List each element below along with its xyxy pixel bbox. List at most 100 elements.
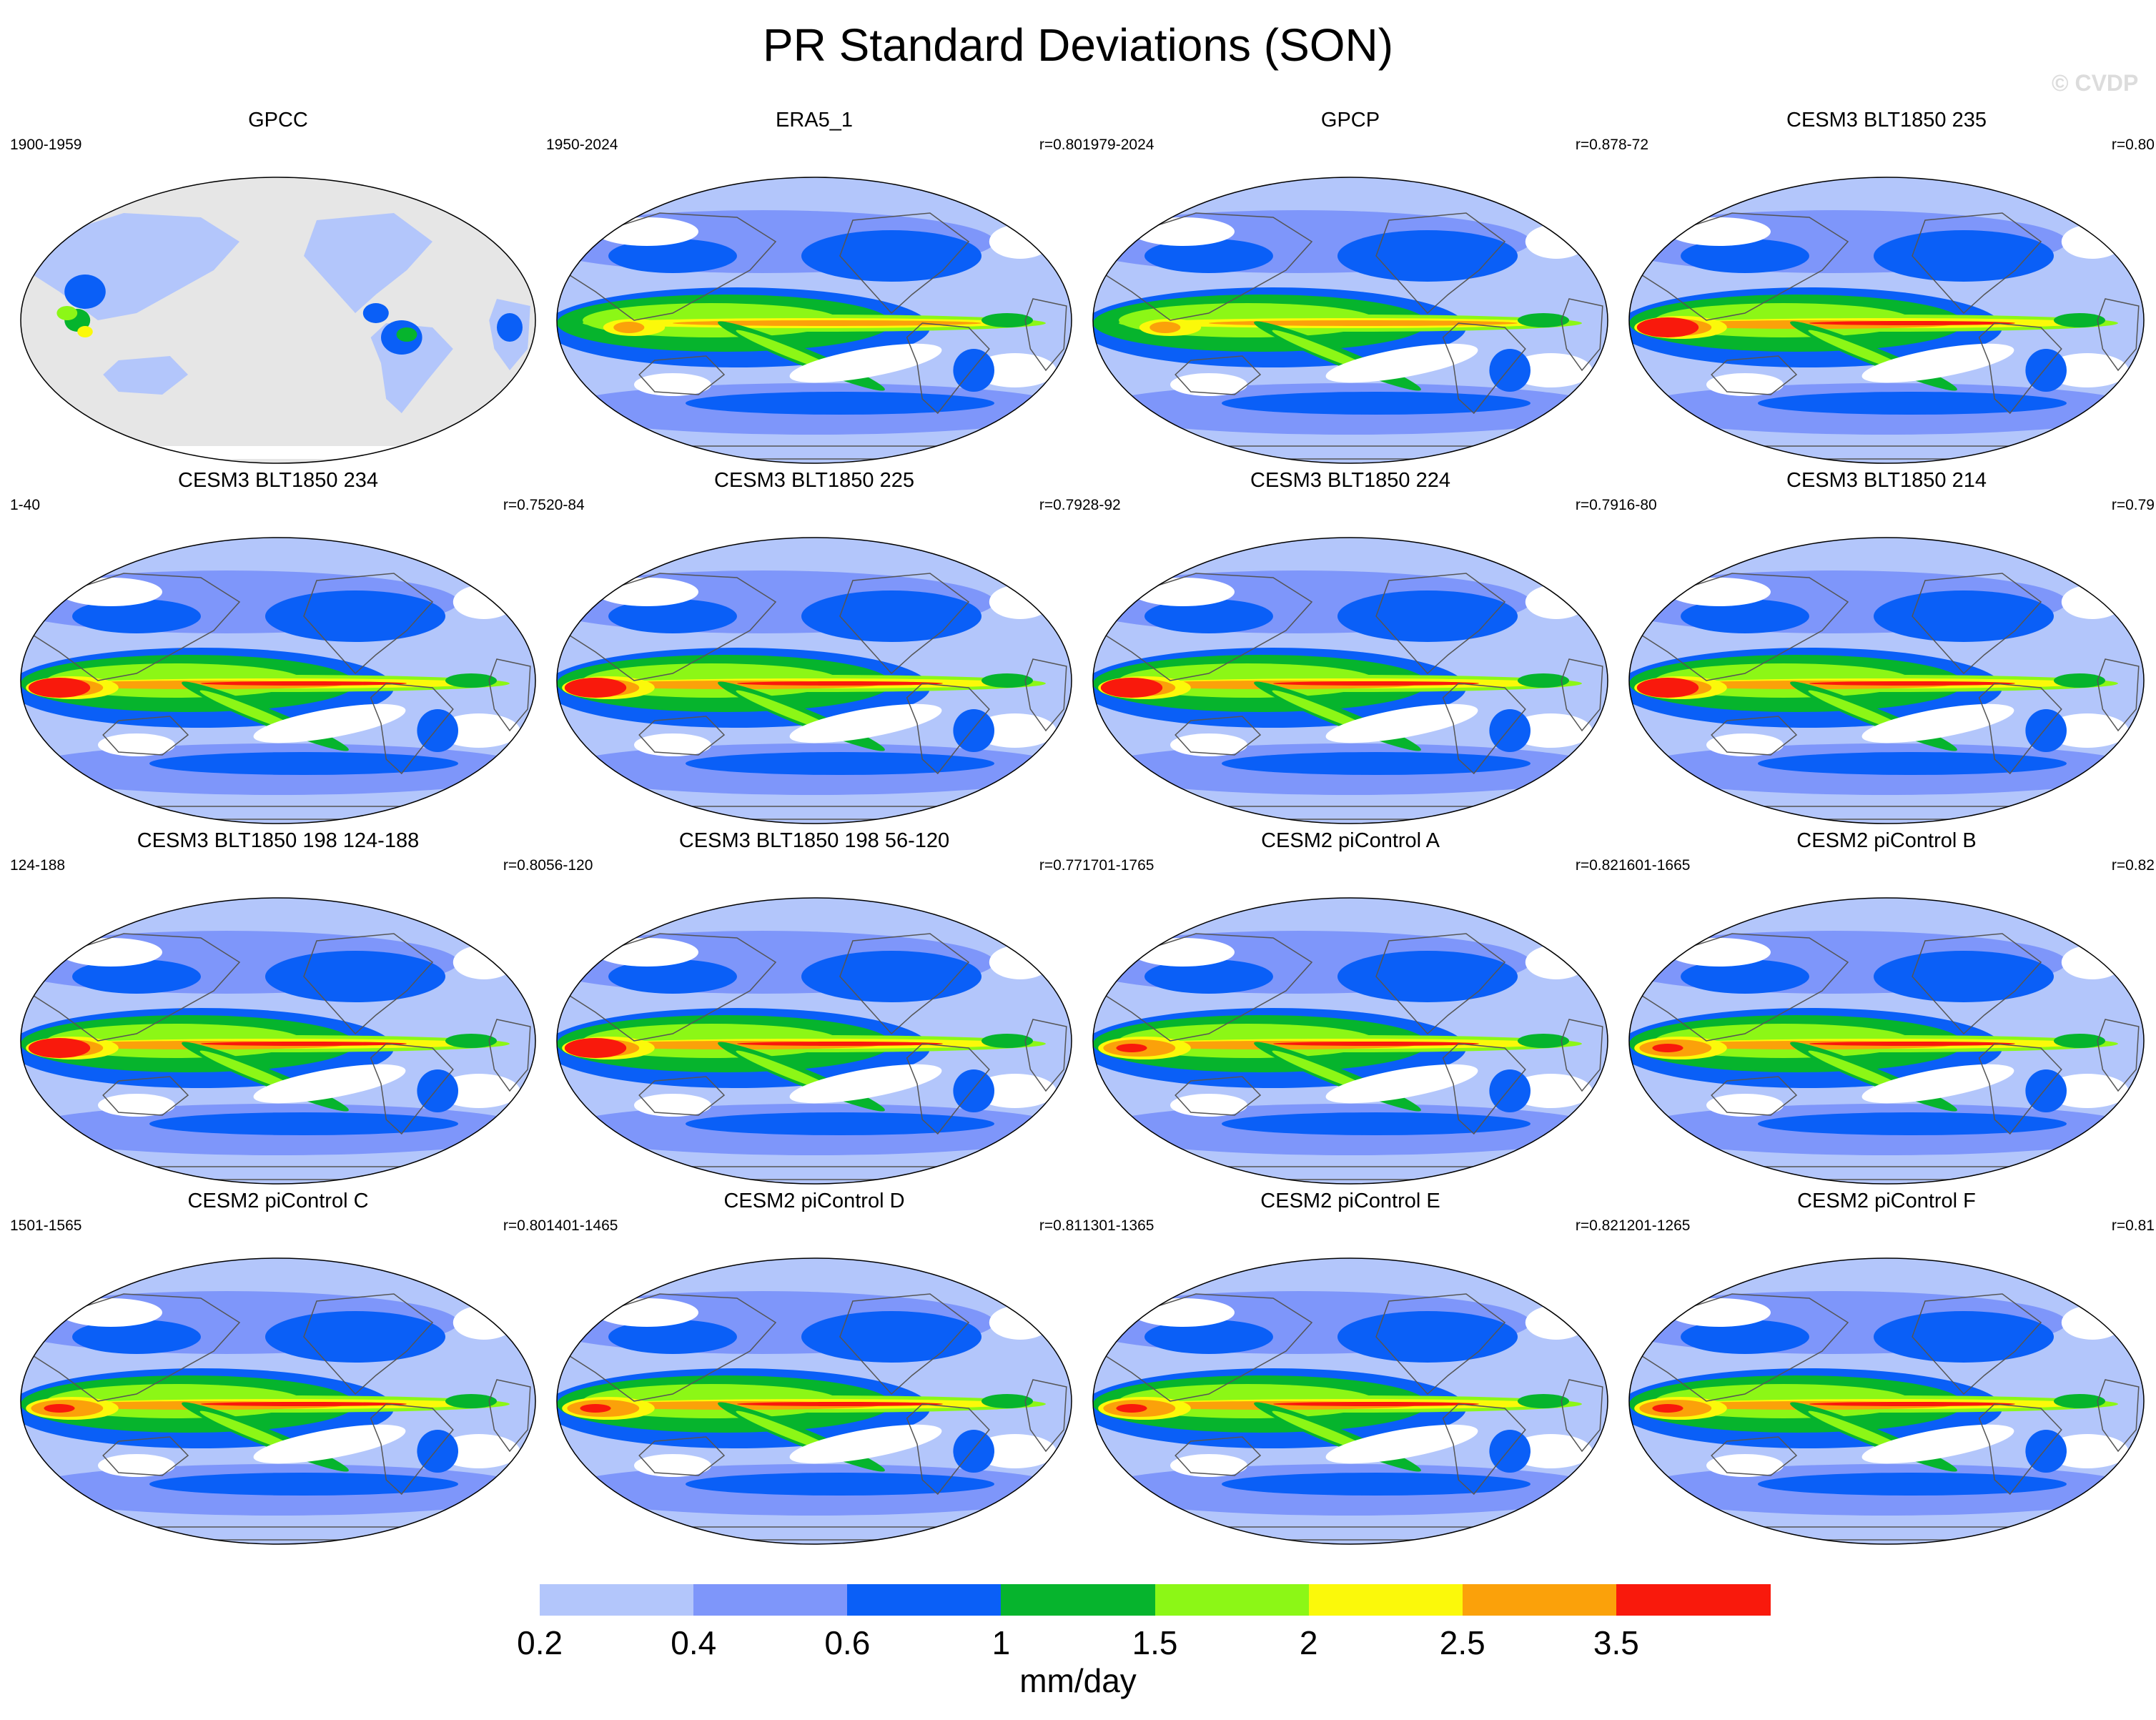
panel-title: CESM3 BLT1850 225	[714, 469, 914, 492]
panel-title: ERA5_1	[775, 109, 853, 132]
precip-std-map	[1092, 1257, 1608, 1545]
map-panel: CESM2 piControl C 1501-1565 r=0.80	[10, 1188, 546, 1546]
colorbar-tick-label: 3.5	[1593, 1624, 1639, 1661]
precip-std-map	[556, 537, 1072, 824]
precip-std-map	[20, 537, 536, 824]
panel-years: 1-40	[10, 497, 41, 513]
colorbar-tick-label: 0.4	[671, 1624, 717, 1661]
precip-std-map	[1628, 897, 2145, 1185]
map-panel: CESM3 BLT1850 235 8-72 r=0.80	[1618, 107, 2155, 465]
map-panel: CESM3 BLT1850 224 28-92 r=0.79	[1082, 468, 1618, 825]
panel-pattern-correlation: r=0.81	[1039, 1217, 1082, 1234]
colorbar-swatch	[1308, 1584, 1463, 1616]
colorbar-tick-labels: 0.2 0.4 0.6 1 1.5 2 2.5 3.5	[0, 1623, 2156, 1666]
colorbar-swatch	[693, 1584, 849, 1616]
panel-title: CESM2 piControl F	[1797, 1190, 1976, 1212]
precip-std-map	[1092, 177, 1608, 464]
panel-years: 1401-1465	[546, 1217, 618, 1234]
panel-pattern-correlation: r=0.82	[1575, 857, 1618, 874]
panel-title: CESM3 BLT1850 214	[1786, 469, 1987, 492]
colorbar-swatch	[540, 1584, 695, 1616]
map-panel: CESM2 piControl A 1701-1765 r=0.82	[1082, 828, 1618, 1185]
map-panel: CESM2 piControl E 1301-1365 r=0.82	[1082, 1188, 1618, 1546]
precip-std-map	[556, 177, 1072, 464]
panel-pattern-correlation: r=0.82	[1575, 1217, 1618, 1234]
panel-pattern-correlation: r=0.79	[1575, 497, 1618, 513]
panel-title: CESM2 piControl B	[1796, 829, 1977, 852]
cvdp-watermark: © CVDP	[2052, 70, 2139, 96]
precip-std-map	[1628, 1257, 2145, 1545]
panel-title: GPCP	[1320, 109, 1380, 132]
panel-pattern-correlation: r=0.81	[2111, 1217, 2155, 1234]
map-panel: CESM3 BLT1850 198 124-188 124-188 r=0.80	[10, 828, 546, 1185]
panel-title: CESM3 BLT1850 235	[1786, 109, 1987, 132]
panel-years: 1950-2024	[546, 137, 618, 153]
panel-years: 1501-1565	[10, 1217, 82, 1234]
colorbar-tick-label: 2.5	[1439, 1624, 1485, 1661]
panel-years: 1900-1959	[10, 137, 82, 153]
precip-std-map	[1092, 897, 1608, 1185]
colorbar-tick-label: 2	[1299, 1624, 1318, 1661]
panel-years: 28-92	[1082, 497, 1121, 513]
panel-title: GPCC	[248, 109, 308, 132]
panel-years: 1301-1365	[1082, 1217, 1154, 1234]
panel-years: 1701-1765	[1082, 857, 1154, 874]
colorbar-swatch	[1462, 1584, 1617, 1616]
panel-title: CESM3 BLT1850 224	[1250, 469, 1450, 492]
map-panel: GPCC 1900-1959	[10, 107, 546, 465]
map-panel: CESM2 piControl F 1201-1265 r=0.81	[1618, 1188, 2155, 1546]
colorbar	[386, 1584, 1771, 1616]
precip-std-map	[556, 897, 1072, 1185]
figure-title: PR Standard Deviations (SON)	[762, 19, 1394, 71]
panel-years: 20-84	[546, 497, 585, 513]
panel-title: CESM3 BLT1850 234	[178, 469, 378, 492]
colorbar-tick-label: 1.5	[1132, 1624, 1178, 1661]
panel-pattern-correlation: r=0.80	[503, 857, 546, 874]
panel-pattern-correlation: r=0.80	[2111, 137, 2155, 153]
panel-pattern-correlation: r=0.79	[1039, 497, 1082, 513]
colorbar-swatch	[1001, 1584, 1156, 1616]
panel-pattern-correlation: r=0.75	[503, 497, 546, 513]
panel-title: CESM2 piControl E	[1260, 1190, 1440, 1212]
panel-years: 1979-2024	[1082, 137, 1154, 153]
colorbar-tick-label: 0.2	[517, 1624, 563, 1661]
colorbar-swatch	[1154, 1584, 1310, 1616]
panel-title: CESM3 BLT1850 198 56-120	[678, 829, 950, 852]
panel-pattern-correlation: r=0.87	[1575, 137, 1618, 153]
map-panel: CESM3 BLT1850 198 56-120 56-120 r=0.77	[546, 828, 1082, 1185]
colorbar-tick-label: 0.6	[824, 1624, 871, 1661]
colorbar-swatch	[847, 1584, 1002, 1616]
precip-std-map	[556, 1257, 1072, 1545]
panel-years: 56-120	[546, 857, 593, 874]
precip-std-map	[20, 897, 536, 1185]
panel-pattern-correlation: r=0.79	[2111, 497, 2155, 513]
colorbar-swatch	[1616, 1584, 1771, 1616]
colorbar-swatch	[386, 1584, 541, 1616]
panel-title: CESM2 piControl A	[1261, 829, 1440, 852]
panel-title: CESM2 piControl D	[723, 1190, 905, 1212]
panel-pattern-correlation: r=0.82	[2111, 857, 2155, 874]
panel-years: 1201-1265	[1618, 1217, 1691, 1234]
map-panel: ERA5_1 1950-2024 r=0.80	[546, 107, 1082, 465]
precip-std-map	[20, 177, 536, 464]
map-panel: CESM3 BLT1850 225 20-84 r=0.79	[546, 468, 1082, 825]
panel-title: CESM3 BLT1850 198 124-188	[137, 829, 420, 852]
precip-std-map	[1092, 537, 1608, 824]
panel-years: 8-72	[1618, 137, 1649, 153]
panel-title: CESM2 piControl C	[187, 1190, 369, 1212]
precip-std-map	[20, 1257, 536, 1545]
colorbar-tick-label: 1	[992, 1624, 1011, 1661]
map-panel: CESM2 piControl D 1401-1465 r=0.81	[546, 1188, 1082, 1546]
colorbar-units-label: mm/day	[1019, 1662, 1137, 1699]
map-panel: CESM3 BLT1850 214 16-80 r=0.79	[1618, 468, 2155, 825]
panel-years: 16-80	[1618, 497, 1657, 513]
panel-pattern-correlation: r=0.80	[1039, 137, 1082, 153]
map-panel: CESM2 piControl B 1601-1665 r=0.82	[1618, 828, 2155, 1185]
panel-pattern-correlation: r=0.77	[1039, 857, 1082, 874]
panel-years: 1601-1665	[1618, 857, 1691, 874]
precip-std-map	[1628, 177, 2145, 464]
map-panel: CESM3 BLT1850 234 1-40 r=0.75	[10, 468, 546, 825]
precip-std-map	[1628, 537, 2145, 824]
panel-years: 124-188	[10, 857, 66, 874]
map-panel: GPCP 1979-2024 r=0.87	[1082, 107, 1618, 465]
